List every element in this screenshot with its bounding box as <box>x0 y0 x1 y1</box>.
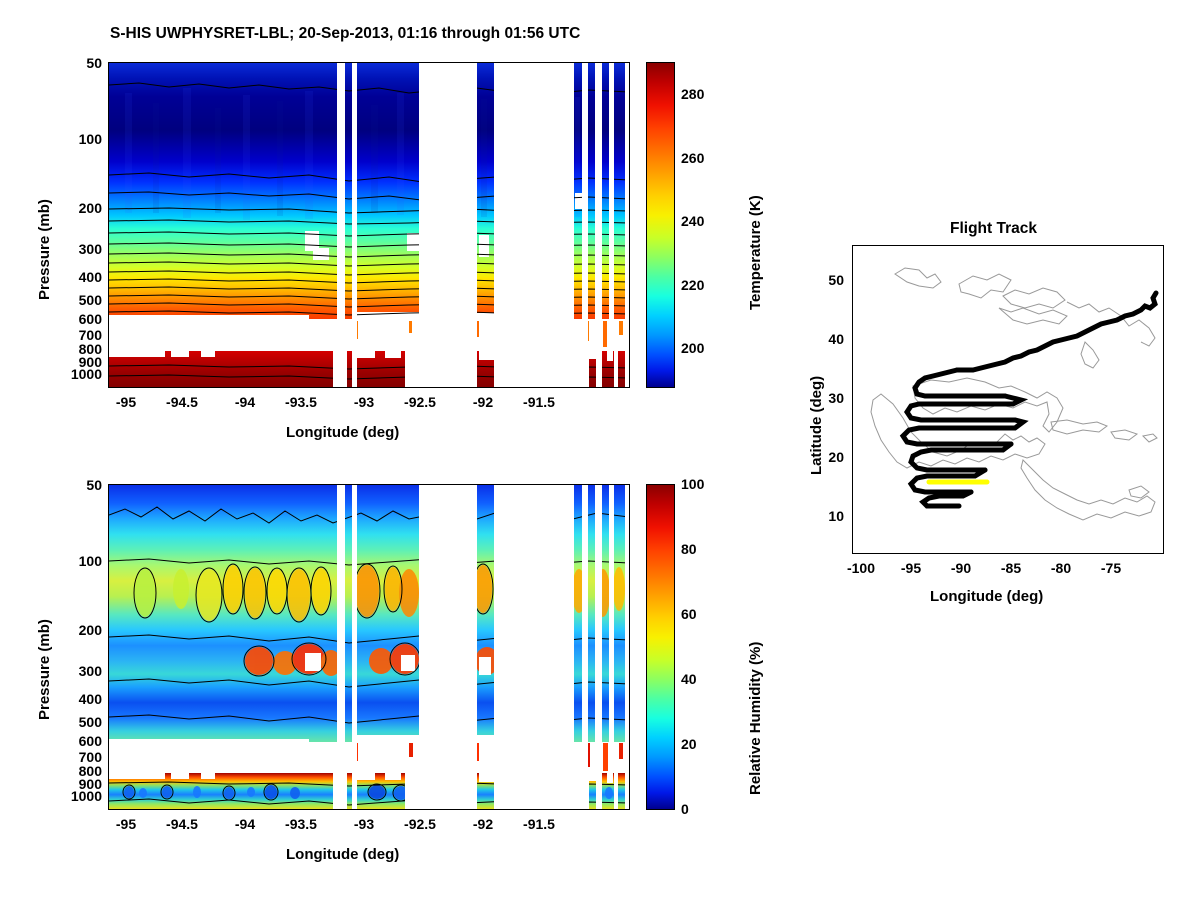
flight-track-xtick--75: -75 <box>1100 560 1122 576</box>
flight-track-xtick--80: -80 <box>1050 560 1072 576</box>
relative-humidity-colorbar-tick-80: 80 <box>681 541 697 557</box>
temperature-ytick-800: 800 <box>78 341 102 357</box>
relative-humidity-xtick--94.5: -94.5 <box>166 816 198 832</box>
temperature-colorbar[interactable] <box>646 62 675 388</box>
relative-humidity-ytick-200: 200 <box>78 622 102 638</box>
relative-humidity-ytick-800: 800 <box>78 763 102 779</box>
temperature-xtick--93.5: -93.5 <box>285 394 317 410</box>
temperature-colorbar-label: Temperature (K) <box>747 195 764 310</box>
temperature-panel: Pressure (mb) 50 100 200 300 400 500 600… <box>0 0 764 450</box>
temperature-contour-plot <box>109 63 629 387</box>
relative-humidity-colorbar-label: Relative Humidity (%) <box>747 641 764 795</box>
relative-humidity-xtick--93: -93 <box>353 816 375 832</box>
relative-humidity-ytick-600: 600 <box>78 733 102 749</box>
flight-track-map <box>870 267 1159 521</box>
temperature-plot-area[interactable] <box>108 62 630 388</box>
flight-track-x-axis-label: Longitude (deg) <box>930 588 1044 605</box>
temperature-ytick-700: 700 <box>78 327 102 343</box>
flight-track-title: Flight Track <box>950 220 1037 237</box>
relative-humidity-xtick--92: -92 <box>472 816 494 832</box>
relative-humidity-colorbar[interactable] <box>646 484 675 810</box>
temperature-ytick-100: 100 <box>78 131 102 147</box>
temperature-xtick--93: -93 <box>353 394 375 410</box>
flight-track-map-area[interactable] <box>852 245 1164 554</box>
temperature-colorbar-tick-220: 220 <box>681 277 705 293</box>
relative-humidity-colorbar-tick-40: 40 <box>681 671 697 687</box>
relative-humidity-ytick-700: 700 <box>78 749 102 765</box>
flight-track-ytick-30: 30 <box>828 390 844 406</box>
relative-humidity-ytick-1000: 1000 <box>70 788 102 804</box>
relative-humidity-colorbar-tick-60: 60 <box>681 606 697 622</box>
flight-track-panel: Flight Track Latitude (deg) 50 40 30 20 … <box>780 210 1200 620</box>
flight-track-ytick-10: 10 <box>828 508 844 524</box>
relative-humidity-ytick-100: 100 <box>78 553 102 569</box>
relative-humidity-ytick-400: 400 <box>78 691 102 707</box>
temperature-xtick--92: -92 <box>472 394 494 410</box>
relative-humidity-x-axis-label: Longitude (deg) <box>286 846 400 863</box>
flight-track-ytick-50: 50 <box>828 272 844 288</box>
relative-humidity-ytick-500: 500 <box>78 714 102 730</box>
temperature-ytick-200: 200 <box>78 200 102 216</box>
flight-track-xtick--90: -90 <box>950 560 972 576</box>
temperature-xtick--95: -95 <box>115 394 137 410</box>
relative-humidity-y-axis-label: Pressure (mb) <box>36 619 53 720</box>
flight-track-line <box>899 290 1159 509</box>
temperature-y-axis-label: Pressure (mb) <box>36 199 53 300</box>
relative-humidity-contour-plot <box>109 485 629 809</box>
temperature-ytick-50: 50 <box>86 55 102 71</box>
relative-humidity-panel: Pressure (mb) 50 100 200 300 400 500 600… <box>0 420 764 890</box>
flight-track-ytick-40: 40 <box>828 331 844 347</box>
temperature-ytick-300: 300 <box>78 241 102 257</box>
relative-humidity-xtick--92.5: -92.5 <box>404 816 436 832</box>
relative-humidity-xtick--94: -94 <box>234 816 256 832</box>
temperature-ytick-1000: 1000 <box>70 366 102 382</box>
temperature-colorbar-tick-240: 240 <box>681 213 705 229</box>
relative-humidity-ytick-50: 50 <box>86 477 102 493</box>
temperature-xtick--92.5: -92.5 <box>404 394 436 410</box>
relative-humidity-plot-area[interactable] <box>108 484 630 810</box>
relative-humidity-xtick--91.5: -91.5 <box>523 816 555 832</box>
relative-humidity-ytick-900: 900 <box>78 776 102 792</box>
temperature-ytick-500: 500 <box>78 292 102 308</box>
flight-track-xtick--100: -100 <box>846 560 876 576</box>
temperature-xtick--94.5: -94.5 <box>166 394 198 410</box>
relative-humidity-xtick--93.5: -93.5 <box>285 816 317 832</box>
flight-track-ytick-20: 20 <box>828 449 844 465</box>
figure-title: S-HIS UWPHYSRET-LBL; 20-Sep-2013, 01:16 … <box>110 25 581 42</box>
relative-humidity-colorbar-tick-20: 20 <box>681 736 697 752</box>
relative-humidity-colorbar-tick-0: 0 <box>681 801 689 817</box>
flight-track-xtick--95: -95 <box>900 560 922 576</box>
coastline-paths <box>870 267 1158 521</box>
temperature-ytick-600: 600 <box>78 311 102 327</box>
temperature-ytick-400: 400 <box>78 269 102 285</box>
temperature-x-axis-label: Longitude (deg) <box>286 424 400 441</box>
relative-humidity-colorbar-tick-100: 100 <box>681 476 705 492</box>
temperature-xtick--94: -94 <box>234 394 256 410</box>
temperature-xtick--91.5: -91.5 <box>523 394 555 410</box>
flight-track-xtick--85: -85 <box>1000 560 1022 576</box>
temperature-ytick-900: 900 <box>78 354 102 370</box>
temperature-colorbar-tick-260: 260 <box>681 150 705 166</box>
relative-humidity-ytick-300: 300 <box>78 663 102 679</box>
temperature-colorbar-tick-280: 280 <box>681 86 705 102</box>
relative-humidity-xtick--95: -95 <box>115 816 137 832</box>
temperature-colorbar-tick-200: 200 <box>681 340 705 356</box>
